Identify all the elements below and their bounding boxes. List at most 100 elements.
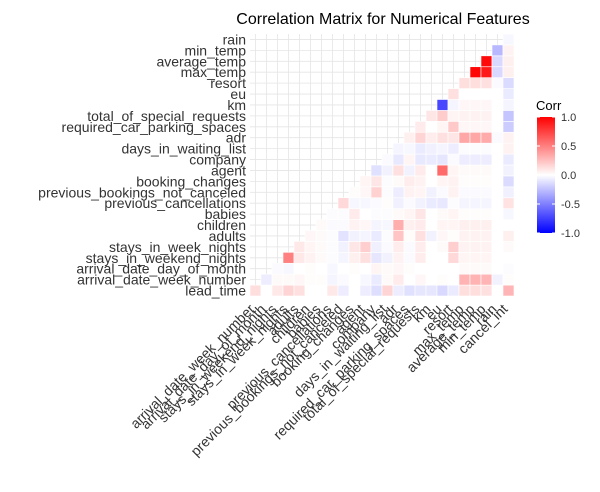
heatmap-cell (381, 219, 394, 231)
heatmap-cell (458, 197, 471, 209)
heatmap-cell (392, 252, 405, 264)
heatmap-cell (348, 230, 361, 242)
heatmap-cell (414, 131, 427, 144)
heatmap-cell (480, 186, 493, 199)
heatmap-cell (359, 197, 372, 209)
heatmap-cell (436, 99, 449, 111)
heatmap-cell (491, 241, 504, 253)
heatmap-cell (480, 77, 493, 89)
heatmap-cell (447, 219, 460, 231)
heatmap-cell (469, 153, 482, 166)
heatmap-cell (436, 142, 449, 155)
heatmap-cell (315, 252, 328, 264)
heatmap-cell (403, 262, 416, 275)
heatmap-cell (425, 252, 438, 264)
heatmap-cell (370, 197, 383, 209)
heatmap-cell (480, 142, 493, 155)
heatmap-cell (293, 252, 306, 264)
heatmap-cell (414, 197, 427, 209)
heatmap-cell (249, 284, 262, 297)
heatmap-cell (436, 197, 449, 209)
heatmap-cell (447, 110, 460, 122)
heatmap-cell (337, 273, 350, 286)
legend-title: Corr (536, 98, 562, 113)
heatmap-cell (469, 66, 482, 78)
heatmap-cell (458, 110, 471, 122)
heatmap-cell (491, 88, 504, 100)
heatmap-cell (447, 153, 460, 166)
heatmap-cell (458, 142, 471, 155)
heatmap-cell (359, 262, 372, 275)
heatmap-cell (326, 208, 339, 220)
y-tick-label: average_temp (156, 53, 246, 69)
heatmap-cell (293, 241, 306, 253)
heatmap-cell (414, 153, 427, 166)
y-tick-label: km (227, 97, 246, 113)
heatmap-cell (403, 230, 416, 242)
heatmap-cell (491, 197, 504, 209)
heatmap-cell (392, 175, 405, 188)
heatmap-cell (392, 219, 405, 231)
heatmap-cell (436, 153, 449, 166)
heatmap-cell (480, 66, 493, 78)
heatmap-cell (491, 44, 504, 57)
heatmap-cell (392, 208, 405, 220)
heatmap-cell (491, 219, 504, 231)
y-tick-label: children (197, 217, 246, 233)
heatmap-cell (502, 33, 515, 46)
heatmap-cell (491, 121, 504, 133)
legend-tick-label: 0.5 (561, 141, 576, 153)
heatmap-cell (370, 219, 383, 231)
heatmap-cell (425, 131, 438, 144)
heatmap-cell (491, 99, 504, 111)
heatmap-cell (359, 241, 372, 253)
heatmap-cell (326, 230, 339, 242)
heatmap-cell (348, 241, 361, 253)
heatmap-cell (381, 197, 394, 209)
heatmap-cell (370, 273, 383, 286)
heatmap-cell (436, 230, 449, 242)
heatmap-cell (271, 262, 284, 275)
heatmap-cell (381, 230, 394, 242)
heatmap-cell (491, 110, 504, 122)
heatmap-cell (469, 142, 482, 155)
heatmap-cell (304, 230, 317, 242)
heatmap-cell (414, 142, 427, 155)
heatmap-cell (469, 273, 482, 286)
heatmap-cell (414, 175, 427, 188)
heatmap-cell (502, 121, 515, 133)
heatmap-cell (304, 273, 317, 286)
y-tick-label: stays_in_weekend_nights (86, 250, 246, 266)
heatmap-cell (469, 241, 482, 253)
heatmap-cell (458, 131, 471, 144)
heatmap-cell (381, 186, 394, 199)
heatmap-cell (337, 219, 350, 231)
y-tick-label: days_in_waiting_list (121, 141, 246, 157)
heatmap-cell (491, 164, 504, 177)
x-tick-labels: arrival_date_week_numberarrival_date_day… (127, 301, 511, 460)
heatmap-cell (502, 262, 515, 275)
heatmap-cell (370, 284, 383, 297)
heatmap-cell (414, 273, 427, 286)
heatmap-cell (491, 131, 504, 144)
heatmap-cell (392, 284, 405, 297)
heatmap-cell (392, 273, 405, 286)
heatmap-cell (502, 273, 515, 286)
heatmap-cell (392, 241, 405, 253)
heatmap-cell (304, 241, 317, 253)
heatmap-cell (282, 284, 295, 297)
heatmap-cell (447, 164, 460, 177)
heatmap-cell (436, 241, 449, 253)
heatmap-cell (348, 262, 361, 275)
heatmap-cell (447, 208, 460, 220)
heatmap-cell (469, 219, 482, 231)
heatmap-cell (414, 230, 427, 242)
heatmap-cell (282, 262, 295, 275)
y-tick-label: eu (230, 86, 246, 102)
heatmap-cell (480, 164, 493, 177)
heatmap-cell (414, 252, 427, 264)
heatmap-cell (436, 208, 449, 220)
heatmap-cell (348, 197, 361, 209)
heatmap-cell (458, 164, 471, 177)
heatmap-cell (491, 252, 504, 264)
